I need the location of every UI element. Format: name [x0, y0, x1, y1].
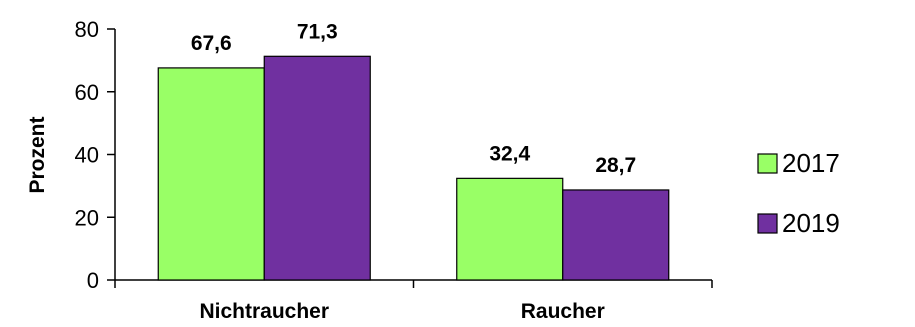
category-label: Raucher [521, 300, 605, 323]
bar-2019-raucher [562, 189, 670, 281]
y-tick-label: 60 [75, 80, 99, 105]
bar-2017-nichtraucher [157, 67, 265, 281]
y-tick-label: 0 [87, 268, 99, 293]
legend-label-2019: 2019 [782, 208, 840, 238]
y-tick-label: 80 [75, 17, 99, 42]
y-axis-title: Prozent [26, 116, 49, 193]
y-tick-label: 40 [75, 143, 99, 168]
data-label: 28,7 [595, 154, 636, 177]
bar-2019-nichtraucher [263, 55, 371, 281]
data-label: 71,3 [297, 20, 338, 43]
bar-2017-raucher [456, 177, 564, 281]
legend-swatch-2019 [757, 213, 778, 234]
legend-swatch-2017 [757, 153, 778, 174]
y-tick-label: 20 [75, 205, 99, 230]
data-label: 32,4 [489, 142, 530, 165]
category-label: Nichtraucher [199, 300, 329, 323]
legend-label-2017: 2017 [782, 148, 840, 178]
data-label: 67,6 [191, 32, 232, 55]
